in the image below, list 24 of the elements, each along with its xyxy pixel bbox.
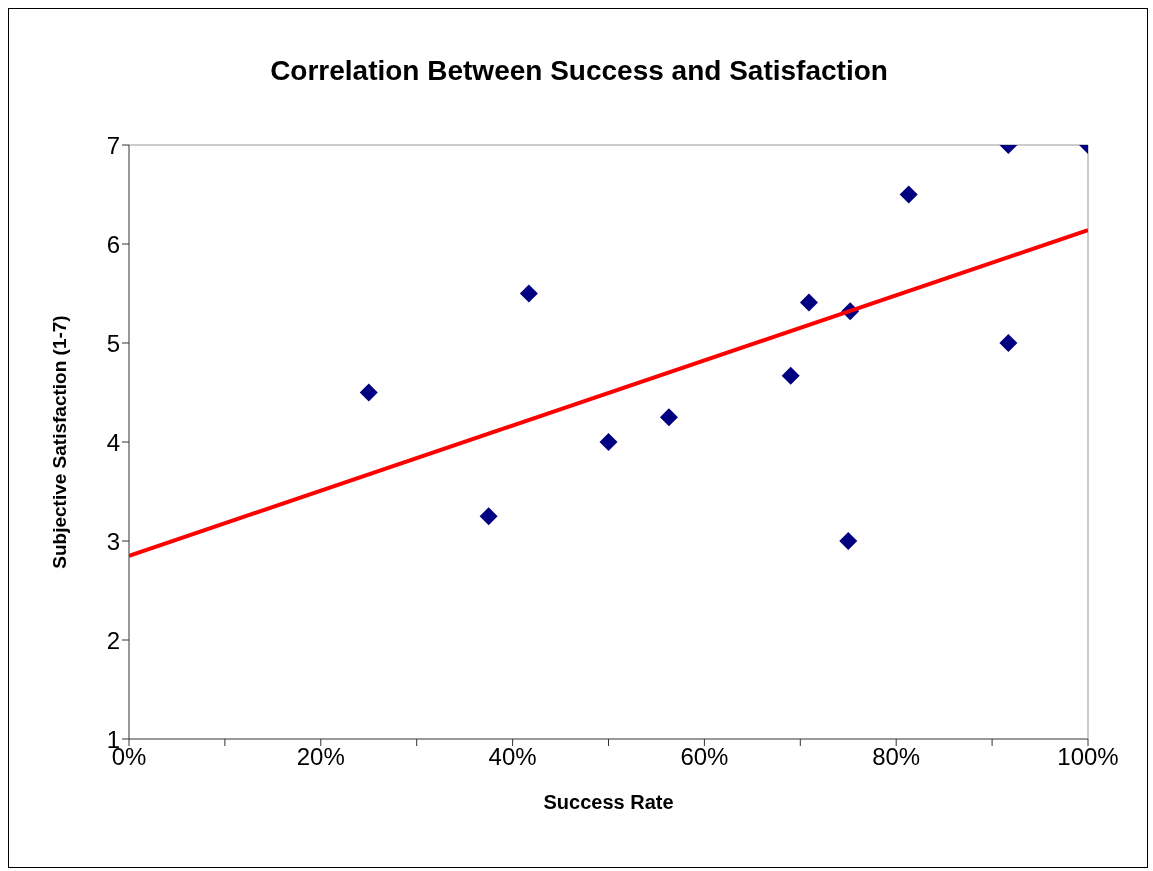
chart-title: Correlation Between Success and Satisfaction	[269, 55, 889, 87]
point	[799, 293, 818, 312]
y-tick-label: 7	[106, 131, 120, 159]
point	[839, 532, 858, 550]
y-tick-label: 3	[106, 527, 120, 555]
point	[659, 408, 678, 427]
point	[781, 366, 800, 385]
point	[599, 433, 618, 451]
x-axis-title: Success Rate	[543, 791, 674, 813]
x-tick-label: 40%	[488, 743, 537, 771]
y-tick-label: 2	[106, 626, 120, 654]
point	[519, 284, 538, 303]
point	[479, 507, 498, 526]
point	[999, 334, 1018, 352]
x-tick-label: 100%	[1057, 743, 1119, 771]
x-tick-label: 80%	[872, 743, 921, 771]
y-tick-label: 6	[106, 230, 120, 258]
point	[899, 185, 918, 204]
point	[359, 383, 378, 402]
y-tick-label: 5	[106, 329, 120, 357]
y-axis-title: Subjective Satisfaction (1-7)	[48, 315, 70, 569]
x-tick-label: 20%	[296, 743, 345, 771]
y-tick-label: 4	[106, 428, 120, 456]
x-tick-label: 60%	[680, 743, 729, 771]
